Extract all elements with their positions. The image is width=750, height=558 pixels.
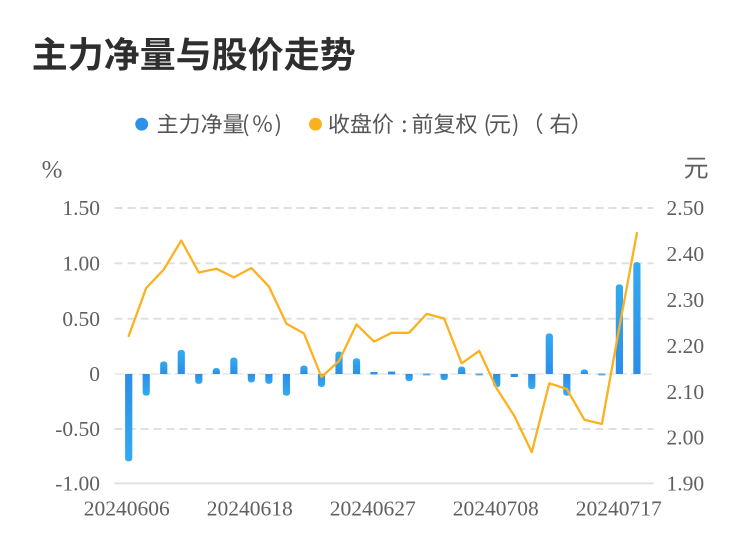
svg-text:20240606: 20240606 xyxy=(84,497,170,521)
svg-text:20240618: 20240618 xyxy=(207,497,293,521)
svg-text:2.10: 2.10 xyxy=(667,380,705,404)
svg-text:2.20: 2.20 xyxy=(667,334,705,358)
svg-text:2.40: 2.40 xyxy=(667,242,705,266)
svg-text:%: % xyxy=(42,156,63,183)
svg-text:0: 0 xyxy=(89,362,100,386)
svg-text:2.00: 2.00 xyxy=(667,426,705,450)
svg-text:20240717: 20240717 xyxy=(576,497,662,521)
svg-text:-1.00: -1.00 xyxy=(55,472,100,496)
svg-text:-0.50: -0.50 xyxy=(55,417,100,441)
svg-text:2.30: 2.30 xyxy=(667,288,705,312)
svg-text:1.00: 1.00 xyxy=(62,252,100,276)
svg-text:1.90: 1.90 xyxy=(667,472,705,496)
svg-text:20240627: 20240627 xyxy=(330,497,416,521)
svg-text:0.50: 0.50 xyxy=(62,307,100,331)
svg-text:20240708: 20240708 xyxy=(453,497,539,521)
svg-text:1.50: 1.50 xyxy=(62,196,100,220)
svg-text:2.50: 2.50 xyxy=(667,196,705,220)
